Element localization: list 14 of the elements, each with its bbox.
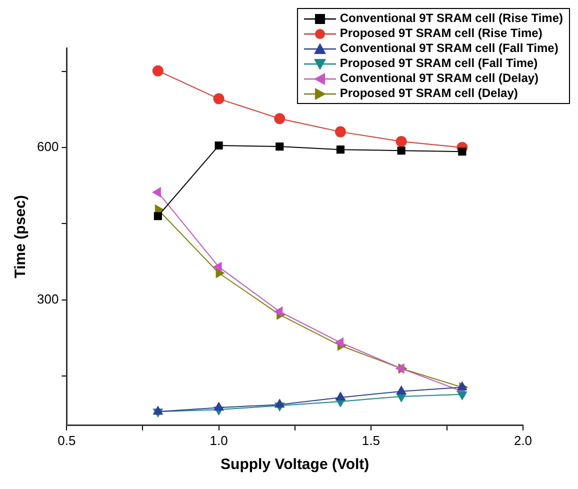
legend-label: Proposed 9T SRAM cell (Delay): [340, 86, 518, 101]
legend-label: Conventional 9T SRAM cell (Rise Time): [340, 11, 563, 26]
x-tick-label: 1.5: [362, 432, 380, 448]
x-tick-label: 2.0: [514, 432, 532, 448]
x-tick-label: 1.0: [210, 432, 228, 448]
x-tick-label: 0.5: [58, 432, 76, 448]
y-axis-title: Time (psec): [12, 195, 30, 278]
legend-label: Conventional 9T SRAM cell (Delay): [340, 71, 539, 86]
legend-label: Conventional 9T SRAM cell (Fall Time): [340, 41, 558, 56]
legend-label: Proposed 9T SRAM cell (Fall Time): [340, 56, 538, 71]
y-tick-label: 600: [36, 139, 59, 154]
x-axis-title: Supply Voltage (Volt): [220, 456, 370, 474]
legend-label: Proposed 9T SRAM cell (Rise Time): [340, 26, 542, 41]
y-tick-label: 300: [36, 292, 59, 307]
